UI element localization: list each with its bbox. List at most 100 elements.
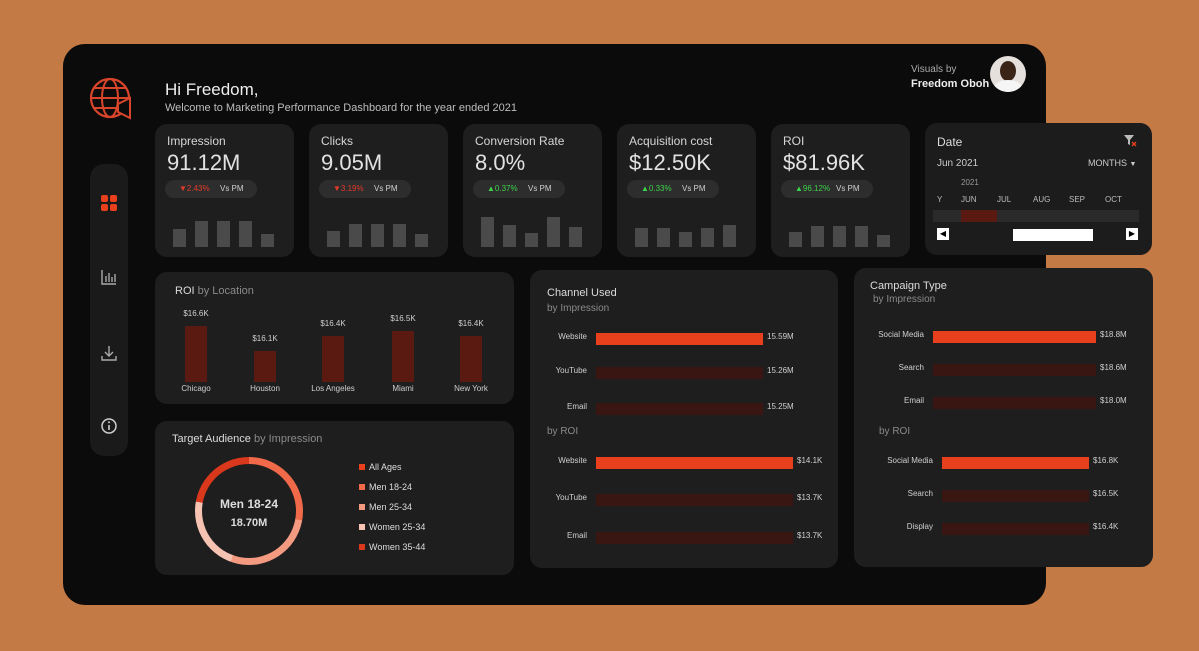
legend-swatch xyxy=(359,504,365,510)
sparkline-bar xyxy=(173,229,186,247)
audience-legend-item: Men 25-34 xyxy=(359,497,412,515)
info-icon[interactable] xyxy=(90,417,128,440)
globe-megaphone-logo-icon xyxy=(88,74,136,122)
bar-fill xyxy=(933,331,1096,343)
kpi-card: Acquisition cost $12.50K ▲0.33% Vs PM xyxy=(617,124,756,257)
chevron-down-icon: ▼ xyxy=(1129,161,1137,168)
kpi-value: $81.96K xyxy=(783,150,865,175)
scroll-left-button[interactable]: ◀ xyxy=(937,228,949,240)
bar-track xyxy=(596,333,763,345)
kpi-title: Acquisition cost xyxy=(629,134,713,148)
bar-track xyxy=(933,397,1096,409)
bar-track xyxy=(933,331,1096,343)
timeline-scrollbar-thumb[interactable] xyxy=(1013,229,1093,241)
kpi-change-badge: ▲0.37% Vs PM xyxy=(473,180,565,198)
sparkline-bar xyxy=(569,227,582,247)
audience-legend-item: Women 25-34 xyxy=(359,517,425,535)
roi-location-bar xyxy=(392,331,414,382)
bar-track xyxy=(942,523,1089,535)
bar-value: $16.8K xyxy=(1093,456,1119,465)
bar-value: $18.6M xyxy=(1100,363,1127,372)
channel-used-card: Channel Used by Impression by ROI Websit… xyxy=(530,270,838,568)
bar-fill xyxy=(596,333,763,345)
audience-legend-item: Women 35-44 xyxy=(359,537,425,555)
bar-fill xyxy=(596,457,793,469)
campaign-type-card: Campaign Type by Impression by ROI Socia… xyxy=(854,268,1153,567)
timeline-month-oct[interactable]: OCT xyxy=(1105,195,1122,204)
bar-label: Search xyxy=(907,489,933,498)
kpi-change-value: ▲0.33% xyxy=(641,184,672,193)
kpi-card: ROI $81.96K ▲96.12% Vs PM xyxy=(771,124,910,257)
kpi-card: Impression 91.12M ▼2.43% Vs PM xyxy=(155,124,294,257)
scroll-right-button[interactable]: ▶ xyxy=(1126,228,1138,240)
channel-sub-impression: by Impression xyxy=(547,303,610,314)
bar-track xyxy=(596,367,763,379)
roi-location-subtitle: by Location xyxy=(197,285,254,297)
legend-swatch xyxy=(359,484,365,490)
bar-label: Social Media xyxy=(887,456,933,465)
donut-center-value: 18.70M xyxy=(230,517,268,529)
campaign-title: Campaign Type xyxy=(870,280,947,292)
sparkline-bar xyxy=(239,221,252,247)
bar-track xyxy=(933,364,1096,376)
timeline-track[interactable] xyxy=(933,210,1139,222)
bar-fill xyxy=(942,457,1089,469)
dashboard-grid-icon[interactable] xyxy=(90,194,128,217)
campaign-sub-roi: by ROI xyxy=(879,426,911,437)
campaign-sub-impression: by Impression xyxy=(873,294,936,305)
kpi-change-badge: ▼3.19% Vs PM xyxy=(319,180,411,198)
timeline-month-jul[interactable]: JUL xyxy=(997,195,1012,204)
timeline-month-y[interactable]: Y xyxy=(937,195,943,204)
bar-value: $16.4K xyxy=(1093,522,1119,531)
bar-chart-icon[interactable] xyxy=(90,268,128,291)
channel-sub-roi: by ROI xyxy=(547,426,579,437)
bar-track xyxy=(596,403,763,415)
roi-location-label: Miami xyxy=(392,384,414,393)
clear-filter-icon[interactable] xyxy=(1123,133,1137,152)
roi-location-label: Chicago xyxy=(181,384,211,393)
sparkline-bar xyxy=(701,228,714,247)
bar-label: Social Media xyxy=(878,330,924,339)
timeline-selected-month[interactable] xyxy=(961,210,997,222)
bar-value: $16.5K xyxy=(1093,489,1119,498)
bar-value: $13.7K xyxy=(797,531,823,540)
roi-location-label: New York xyxy=(454,384,488,393)
bar-value: $18.0M xyxy=(1100,396,1127,405)
kpi-title: Clicks xyxy=(321,134,353,148)
legend-swatch xyxy=(359,464,365,470)
kpi-change-value: ▲96.12% xyxy=(795,184,831,193)
sparkline-bar xyxy=(327,231,340,247)
kpi-card: Conversion Rate 8.0% ▲0.37% Vs PM xyxy=(463,124,602,257)
sparkline-bar xyxy=(679,232,692,247)
roi-location-value: $16.4K xyxy=(320,319,346,328)
kpi-vs-label: Vs PM xyxy=(682,184,706,193)
target-audience-card: Target Audience by Impression Men 18-24 … xyxy=(155,421,514,575)
kpi-title: Impression xyxy=(167,134,226,148)
audience-donut xyxy=(195,457,303,565)
granularity-label: MONTHS xyxy=(1088,158,1127,168)
sparkline-bar xyxy=(547,217,560,247)
bar-label: Email xyxy=(566,402,587,411)
download-icon[interactable] xyxy=(90,344,128,367)
sparkline-bar xyxy=(195,221,208,247)
roi-location-value: $16.6K xyxy=(183,309,209,318)
kpi-change-badge: ▼2.43% Vs PM xyxy=(165,180,257,198)
kpi-change-badge: ▲96.12% Vs PM xyxy=(781,180,873,198)
kpi-vs-label: Vs PM xyxy=(374,184,398,193)
sparkline-bar xyxy=(723,225,736,247)
bar-track xyxy=(596,494,793,506)
timeline-month-sep[interactable]: SEP xyxy=(1069,195,1086,204)
bar-track xyxy=(942,457,1089,469)
roi-location-label: Houston xyxy=(250,384,280,393)
kpi-sparkline xyxy=(789,207,899,247)
granularity-dropdown[interactable]: MONTHS ▼ xyxy=(1088,158,1136,168)
sparkline-bar xyxy=(657,228,670,247)
visuals-by-label: Visuals by xyxy=(911,64,957,75)
sparkline-bar xyxy=(415,234,428,247)
bar-value: 15.59M xyxy=(767,332,794,341)
timeline-month-aug[interactable]: AUG xyxy=(1033,195,1051,204)
sparkline-bar xyxy=(371,224,384,247)
roi-location-bar xyxy=(460,336,482,382)
timeline-month-jun[interactable]: JUN xyxy=(961,195,977,204)
bar-label: Email xyxy=(566,531,587,540)
